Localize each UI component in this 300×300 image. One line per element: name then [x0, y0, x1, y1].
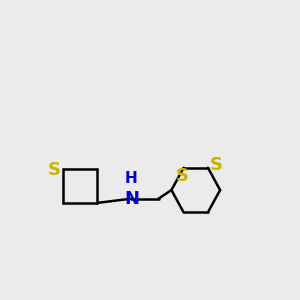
Text: N: N — [124, 190, 139, 208]
Text: S: S — [48, 161, 61, 179]
Text: S: S — [176, 167, 189, 185]
Text: H: H — [125, 171, 138, 186]
Text: S: S — [209, 156, 222, 174]
